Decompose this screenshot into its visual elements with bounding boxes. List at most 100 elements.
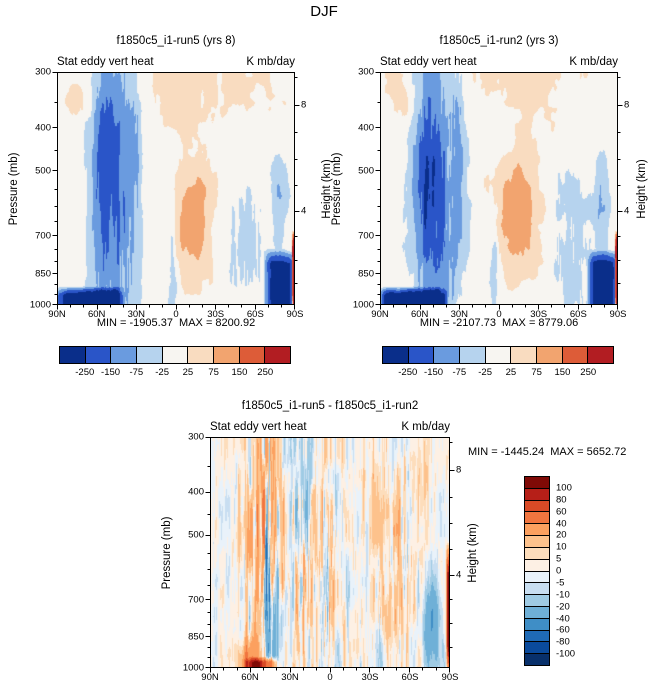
pressure-tick-labels: 300 400 500 700 850 1000 [30,67,295,311]
colorbar-tick-label: -20 [556,601,570,613]
colorbar-tick-label: -10 [556,589,570,601]
colorbar-segment [265,347,291,363]
colorbar-segment [60,347,86,363]
latitude-tick-label: 90N [201,672,219,683]
pressure-tick-label: 500 [35,165,51,177]
latitude-tick-label: 60N [87,309,106,320]
pressure-axis-title: Pressure (mb) [331,152,343,225]
height-tick-label: 8 [624,99,630,111]
colorbar-segment [239,347,266,363]
pressure-tick-label: 700 [35,230,51,242]
colorbar-tick-label: -5 [556,577,565,589]
latitude-tick-label: 90S [441,672,459,683]
colorbar-tick-label: -150 [424,367,444,378]
latitude-tick-labels: 90N 60N 30N 0 30S 60S 90S [201,437,458,683]
colorbar-labels: -250 -150 -75 -25 25 75 150 250 [382,367,614,379]
pressure-tick-label: 300 [35,66,51,78]
latitude-tick-label: 30N [281,672,299,683]
latitude-tick-label: 60S [401,672,419,683]
colorbar [59,346,291,364]
units-label: K mb/day [246,56,295,68]
colorbar-tick-label: -80 [556,636,570,648]
panel-title-diff: f1850c5_i1-run5 - f1850c5_i1-run2 [241,400,419,412]
units-label: K mb/day [569,56,618,68]
field-name-label: Stat eddy vert heat [57,56,154,68]
colorbar-tick-label: 80 [556,494,567,506]
latitude-tick-label: 60N [241,672,259,683]
colorbar-segment [525,606,549,619]
colorbar-tick-label: -60 [556,624,570,636]
latitude-tick-label: 90N [48,309,66,320]
colorbar-segment [525,524,549,537]
axes-frame [205,437,455,673]
colorbar-segment [434,347,461,363]
panel-subtitle-row: Stat eddy vert heat K mb/day [57,56,295,68]
colorbar-segment [162,347,189,363]
colorbar-segment [111,347,138,363]
latitude-tick-labels: 90N 60N 30N 0 30S 60S 90S [371,72,626,320]
colorbar-segment [525,547,549,560]
latitude-tick-label: 60S [246,309,264,320]
colorbar-tick-label: 20 [556,529,567,541]
colorbar [382,346,614,364]
colorbar-segment [85,347,112,363]
pressure-tick-label: 700 [188,594,204,606]
height-tick-label: 8 [456,464,462,476]
pressure-axis-title: Pressure (mb) [161,516,173,589]
colorbar-tick-label: 0 [556,565,562,577]
colorbar-segment [525,512,549,525]
colorbar-tick-label: 250 [257,367,274,378]
colorbar-tick-label: 40 [556,518,567,529]
panel-title-run2: f1850c5_i1-run2 (yrs 3) [439,35,559,47]
colorbar-segment [485,347,512,363]
colorbar-segment [588,347,614,363]
colorbar-segment [525,642,549,655]
colorbar-tick-label: -25 [155,367,169,378]
colorbar-segment [525,477,549,489]
axes-frame [52,72,300,310]
height-tick-label: 8 [301,99,307,111]
height-axis-title: Height (km) [636,158,648,219]
colorbar-segment [214,347,240,363]
minmax-stats: MIN = -2107.73 MAX = 8779.06 [419,317,579,329]
height-tick-label: 4 [456,569,462,581]
pressure-tick-label: 1000 [352,299,374,311]
latitude-tick-label: 0 [327,672,333,683]
contour-field-run5 [57,72,295,305]
pressure-tick-label: 300 [358,66,374,78]
latitude-tick-label: 60S [569,309,587,320]
pressure-tick-labels: 300 400 500 700 850 1000 [183,432,450,674]
minmax-stats: MIN = -1905.37 MAX = 8200.92 [96,317,256,329]
colorbar-segment [525,571,549,584]
latitude-tick-label: 0 [173,309,179,320]
latitude-tick-label: 90N [371,309,389,320]
colorbar-segment [525,488,549,501]
latitude-tick-labels: 90N 60N 30N 0 30S 60S 90S [48,72,303,320]
colorbar-segment [562,347,589,363]
field-name-label: Stat eddy vert heat [380,56,477,68]
colorbar-tick-label: 150 [554,367,571,378]
colorbar-labels: 100 80 60 40 20 10 5 0 -5 -10 -20 -40 -60 -80 -100 [556,476,600,666]
latitude-tick-label: 30N [127,309,146,320]
colorbar-tick-label: 75 [531,367,542,378]
colorbar-tick-label: -40 [556,613,570,624]
colorbar-tick-label: 25 [182,367,194,378]
colorbar-tick-label: -150 [101,367,121,378]
colorbar-tick-label: -100 [556,648,576,660]
minmax-stats-diff: MIN = -1445.24 MAX = 5652.72 [468,446,627,458]
colorbar-segment [383,347,409,363]
pressure-tick-label: 300 [188,431,204,443]
colorbar-tick-label: 100 [556,482,572,494]
height-tick-label: 4 [301,205,307,217]
colorbar-segment [188,347,215,363]
pressure-tick-label: 400 [35,122,51,134]
pressure-tick-label: 400 [358,122,374,134]
colorbar-segment [137,347,163,363]
panel-run2: f1850c5_i1-run2 (yrs 3) Stat eddy vert h… [331,35,648,378]
colorbar-segment [525,654,549,665]
latitude-tick-label: 30S [207,309,225,320]
